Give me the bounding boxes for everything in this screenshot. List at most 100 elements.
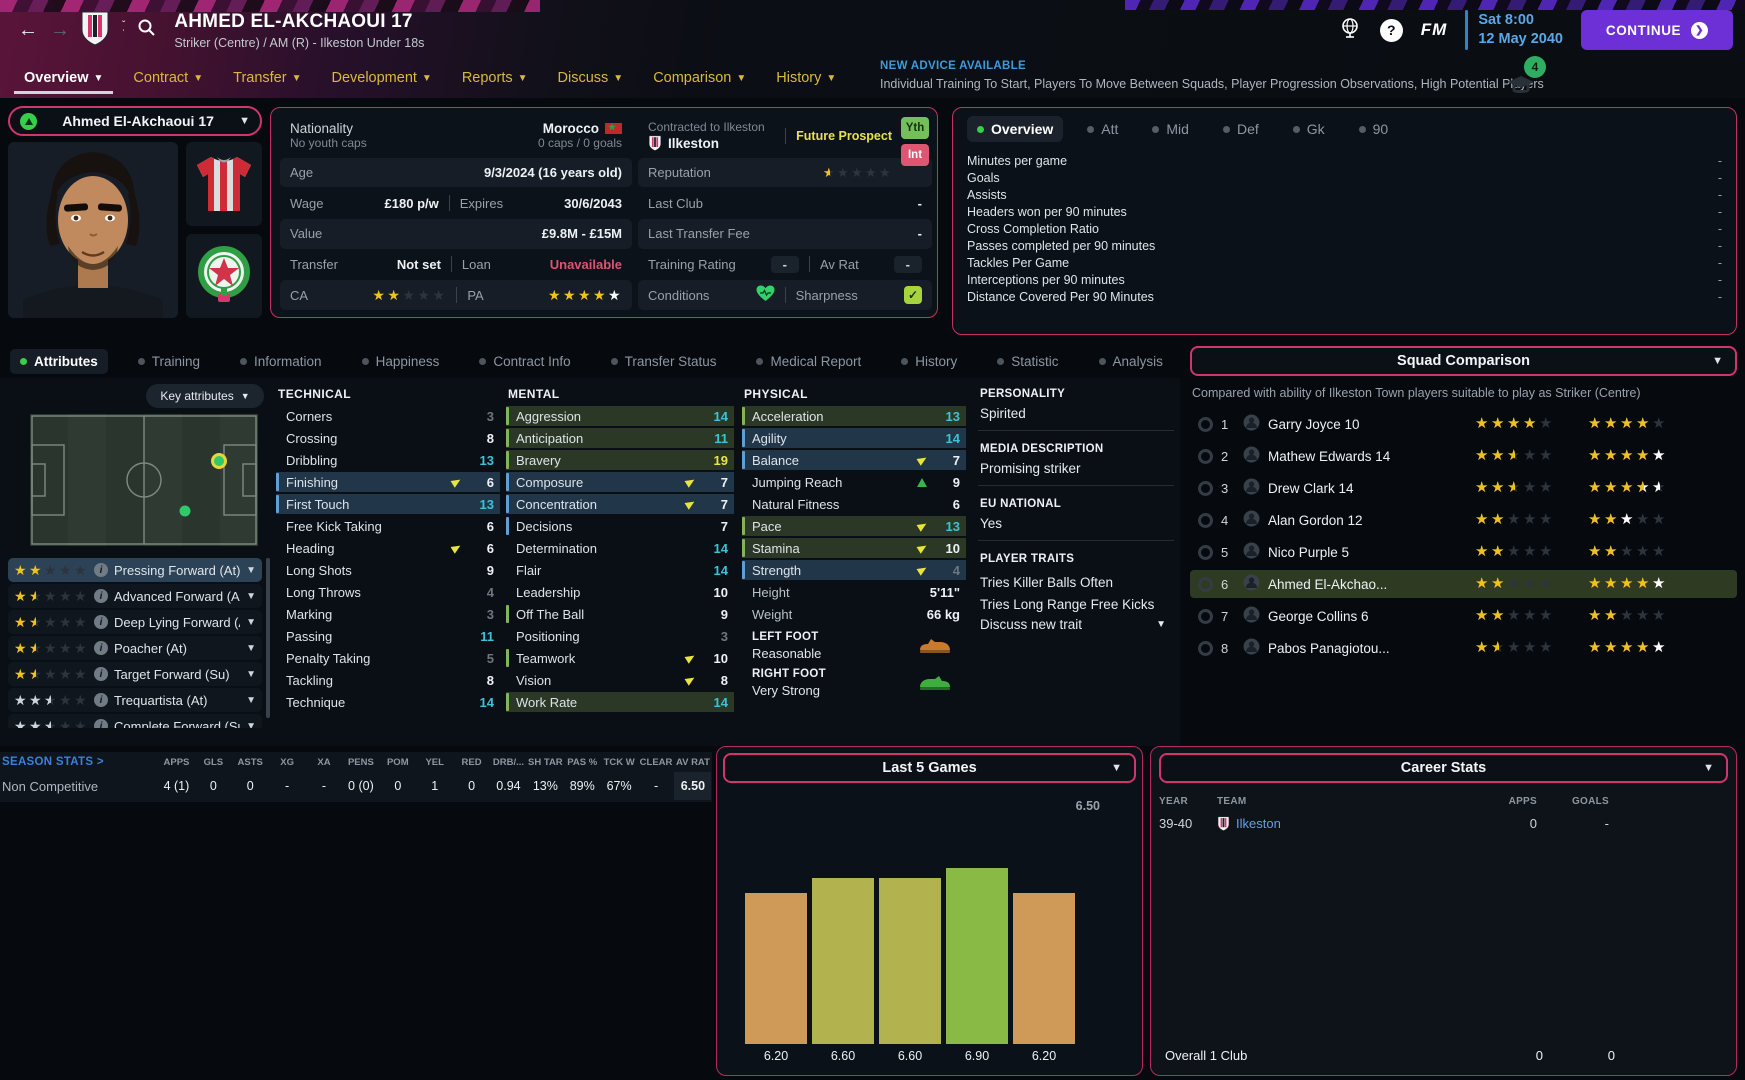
player-selector-name: Ahmed El-Akchaoui 17 [62,113,214,129]
club-crest-icon[interactable] [80,10,110,51]
attribute-row: Technique 14 [276,692,500,712]
key-attributes-dropdown[interactable]: Key attributes ▼ [146,384,264,408]
player-avatar-icon [1243,510,1260,530]
subtab-training[interactable]: Training [128,349,210,374]
role-item[interactable]: ★ ★ ★ ★ ★ ★ ★ i Target Forward (Su) ▼ [8,662,262,686]
squad-comparison-row[interactable]: 8 Pabos Panagiotou... ★ ★ ★ ★ ★ ★ ★ ★ ★ ★ ★ ★ ★ ★ ★ ★ ★ [1190,634,1737,662]
subtab-statistic[interactable]: Statistic [987,349,1068,374]
subtab-information[interactable]: Information [230,349,332,374]
advice-count-badge[interactable]: 4 [1524,56,1546,78]
attribute-label: Long Throws [286,584,361,600]
squad-comparison-row[interactable]: 2 Mathew Edwards 14 ★ ★ ★ ★ ★ ★ ★ ★ ★ ★ ★ ★ ★ ★ ★ ★ ★ ★ [1190,442,1737,470]
attribute-row: Bravery 19 [506,450,734,470]
squad-comparison-row[interactable]: 6 Ahmed El-Akchao... ★ ★ ★ ★ ★ ★ ★ ★ ★ ★ ★ ★ ★ ★ ★ ★ ★ [1190,570,1737,598]
subtab-attributes[interactable]: Attributes [10,348,108,374]
info-icon[interactable]: i [94,667,108,681]
stats-tab-mid[interactable]: Mid [1142,116,1199,142]
nav-tab-discuss[interactable]: Discuss ▼ [558,70,624,86]
subtab-transfer-status[interactable]: Transfer Status [601,349,727,374]
role-item[interactable]: ★ ★ ★ ★ ★ ★ ★ i Advanced Forward (At) ▼ [8,584,262,608]
squad-comparison-header[interactable]: Squad Comparison ▼ [1190,346,1737,376]
nav-tab-overview[interactable]: Overview ▼ [13,70,114,94]
attribute-row: Jumping Reach 9 [742,472,966,492]
subtab-contract-info[interactable]: Contract Info [469,349,580,374]
squad-comparison-row[interactable]: 3 Drew Clark 14 ★ ★ ★ ★ ★ ★ ★ ★ ★ ★ ★ ★ ★ ★ ★ ★ ★ ★ ★ [1190,474,1737,502]
traits-list: Tries Killer Balls Often Tries Long Range… [980,571,1174,615]
role-label: Complete Forward (Su) [114,718,241,729]
info-icon[interactable]: i [94,693,108,707]
back-arrow-icon[interactable]: ← [18,18,38,41]
fm-logo: FM [1420,20,1448,39]
squad-comparison-row[interactable]: 5 Nico Purple 5 ★ ★ ★ ★ ★ ★ ★ ★ ★ ★ ★ ★ ★ ★ [1190,538,1737,566]
squad-comparison-row[interactable]: 4 Alan Gordon 12 ★ ★ ★ ★ ★ ★ ★ ★ ★ ★ ★ ★ ★ ★ ★ [1190,506,1737,534]
squad-comparison-row[interactable]: 1 Garry Joyce 10 ★ ★ ★ ★ ★ ★ ★ ★ ★ ★ ★ ★ ★ ★ ★ ★ ★ ★ [1190,410,1737,438]
world-icon[interactable] [1338,16,1362,45]
training-focus-arrow-icon [916,454,929,466]
subtab-history[interactable]: History [891,349,967,374]
nav-tab-transfer[interactable]: Transfer ▼ [233,70,301,86]
attribute-value: 6 [952,496,960,512]
tab-dot-icon [1087,125,1095,133]
chevron-down-icon: ▼ [613,72,624,84]
value-cell: Value £9.8M - £15M [280,218,632,249]
chevron-down-icon[interactable]: ▼ [246,616,256,628]
nav-tab-history[interactable]: History ▼ [776,70,836,86]
subtab-happiness[interactable]: Happiness [352,349,450,374]
attribute-row: Corners 3 [276,406,500,426]
attribute-value: 14 [945,430,960,446]
stat-value: - [1717,170,1722,185]
career-stats-header[interactable]: Career Stats ▼ [1159,753,1728,783]
chevron-down-icon[interactable]: ▼ [246,720,256,729]
forward-arrow-icon[interactable]: → [50,18,70,41]
help-icon[interactable]: ? [1379,18,1403,42]
stats-tab-gk[interactable]: Gk [1283,116,1335,142]
search-icon[interactable] [137,18,156,42]
season-stat-header: POM [386,756,409,768]
rank-number: 2 [1221,448,1229,464]
chevron-down-icon[interactable]: ▼ [246,564,256,576]
nav-tab-contract[interactable]: Contract ▼ [133,70,203,86]
chevron-down-icon[interactable]: ▼ [246,590,256,602]
player-selector[interactable]: Ahmed El-Akchaoui 17 ▼ [8,106,262,136]
nav-tab-reports[interactable]: Reports ▼ [462,70,528,86]
nav-tab-comparison[interactable]: Comparison ▼ [653,70,746,86]
chevron-down-icon[interactable]: ▼ [246,642,256,654]
attribute-value: 14 [713,562,728,578]
subtab-medical-report[interactable]: Medical Report [746,349,871,374]
attribute-row: Aggression 14 [506,406,734,426]
info-icon[interactable]: i [94,563,108,577]
info-icon[interactable]: i [94,589,108,603]
season-stats-link[interactable]: SEASON STATS > [2,756,104,768]
stats-tab-att[interactable]: Att [1077,116,1128,142]
future-prospect-status: Future Prospect [796,128,892,143]
role-item[interactable]: ★ ★ ★ ★ ★ ★ ★ ★ i Trequartista (At) ▼ [8,688,262,712]
match-ratings-chart: 6.20 6.60 6.60 6.90 6.20 [745,868,1075,1063]
role-item[interactable]: ★★★★★★★ i Deep Lying Forward (A... ▼ [8,610,262,634]
subtab-analysis[interactable]: Analysis [1089,349,1173,374]
chevron-down-icon[interactable]: ▼ [246,694,256,706]
date-divider [1465,10,1469,50]
info-icon[interactable]: i [94,641,108,655]
career-team[interactable]: Ilkeston [1217,811,1471,835]
stat-row: Assists - [967,186,1722,203]
attribute-row: Leadership 10 [506,582,734,602]
roles-scrollbar[interactable] [266,558,270,718]
role-item[interactable]: ★ ★ ★ ★ ★ ★ ★ ★ i Complete Forward (Su) ▼ [8,714,262,728]
role-item[interactable]: ★ ★ ★ ★ ★ ★ ★ i Poacher (At) ▼ [8,636,262,660]
current-ability-stars: ★ ★ ★ ★ ★ ★ ★ ★ [1475,448,1580,464]
info-icon[interactable]: i [94,615,108,629]
discuss-new-trait-button[interactable]: Discuss new trait ▼ [980,617,1166,632]
rating-bar-label: 6.60 [830,1049,856,1063]
info-icon[interactable]: i [94,719,108,728]
last-5-games-header[interactable]: Last 5 Games ▼ [723,753,1136,783]
chevron-down-icon[interactable]: ▼ [246,668,256,680]
nav-tab-development[interactable]: Development ▼ [331,70,431,86]
role-item[interactable]: ★ ★ ★ ★ ★ ★ ★ i Pressing Forward (At) ▼ [8,558,262,582]
stats-tab-overview[interactable]: Overview [967,116,1064,142]
stat-row: Interceptions per 90 minutes - [967,271,1722,288]
squad-comparison-row[interactable]: 7 George Collins 6 ★ ★ ★ ★ ★ ★ ★ ★ ★ ★ ★ ★ ★ ★ [1190,602,1737,630]
stats-tab-90[interactable]: 90 [1349,116,1399,142]
stats-tab-def[interactable]: Def [1213,116,1269,142]
continue-button[interactable]: CONTINUE ❯ [1581,10,1733,50]
